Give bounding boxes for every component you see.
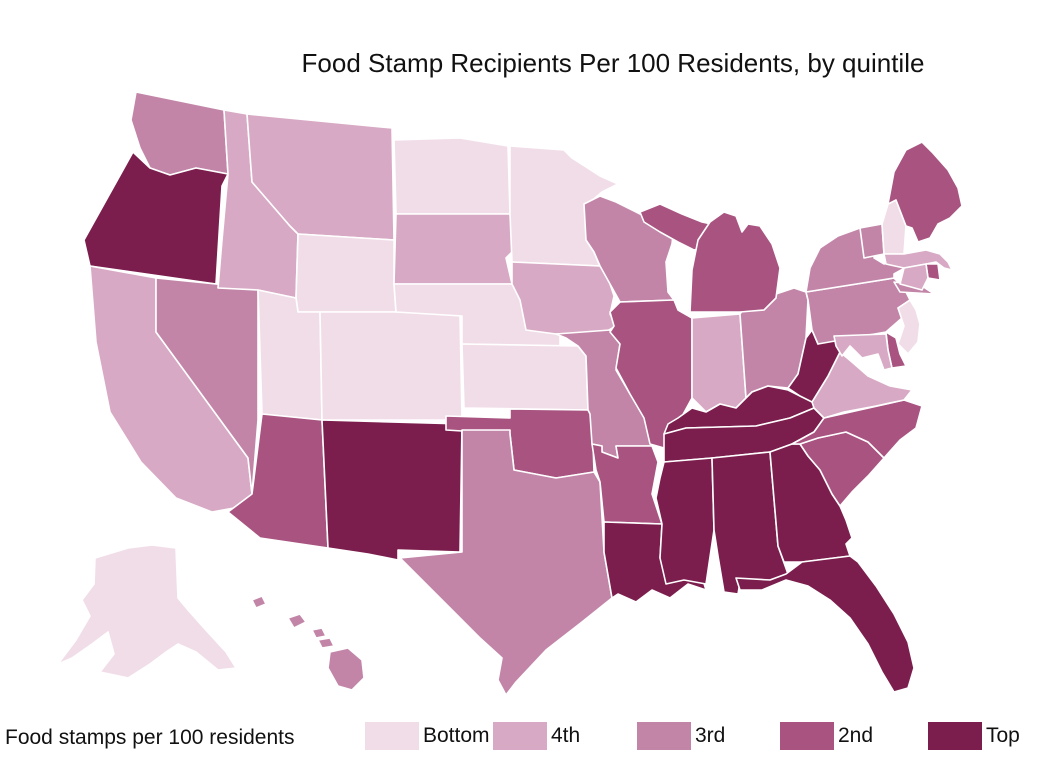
state-mi-lower [689,211,781,313]
state-vt [859,223,885,259]
state-hi [251,595,365,691]
legend-label-4th: 4th [551,724,581,747]
legend-swatch-4th [493,722,547,750]
state-nd [393,137,511,215]
legend-label-2nd: 2nd [838,724,874,747]
state-ks [461,343,589,411]
state-nc [791,399,923,459]
state-ar [591,443,663,525]
state-wa [130,91,229,176]
state-il [609,299,693,449]
legend-label-bottom: Bottom [423,724,490,747]
legend-swatch-bottom [365,722,419,750]
state-me [887,141,963,243]
legend-swatch-3rd [637,722,691,750]
legend-label-3rd: 3rd [695,724,726,747]
legend-swatch-2nd [780,722,834,750]
state-wy [295,233,397,313]
state-co [319,311,463,421]
state-fl [735,555,915,693]
state-ms [655,457,715,585]
state-nm [321,419,463,561]
state-nj [897,299,921,355]
state-ia [511,261,617,335]
page-title: Food Stamp Recipients Per 100 Residents,… [301,48,925,78]
legend-caption: Food stamps per 100 residents [5,726,295,749]
states-group [57,91,963,696]
legend-item-2nd: 2nd [780,722,873,750]
legend-swatch-top [928,722,982,750]
legend-label-top: Top [986,724,1020,747]
legend-item-4th: 4th [493,722,580,750]
state-ak [57,544,237,679]
state-md [833,333,893,371]
state-ct [899,263,929,291]
legend-item-top: Top [928,722,1020,750]
state-sd [393,213,515,285]
state-ma [883,249,953,271]
legend-item-3rd: 3rd [637,722,725,750]
state-in [691,313,747,413]
legend-item-bottom: Bottom [365,722,490,750]
state-tx [399,429,613,696]
state-or [83,151,229,285]
